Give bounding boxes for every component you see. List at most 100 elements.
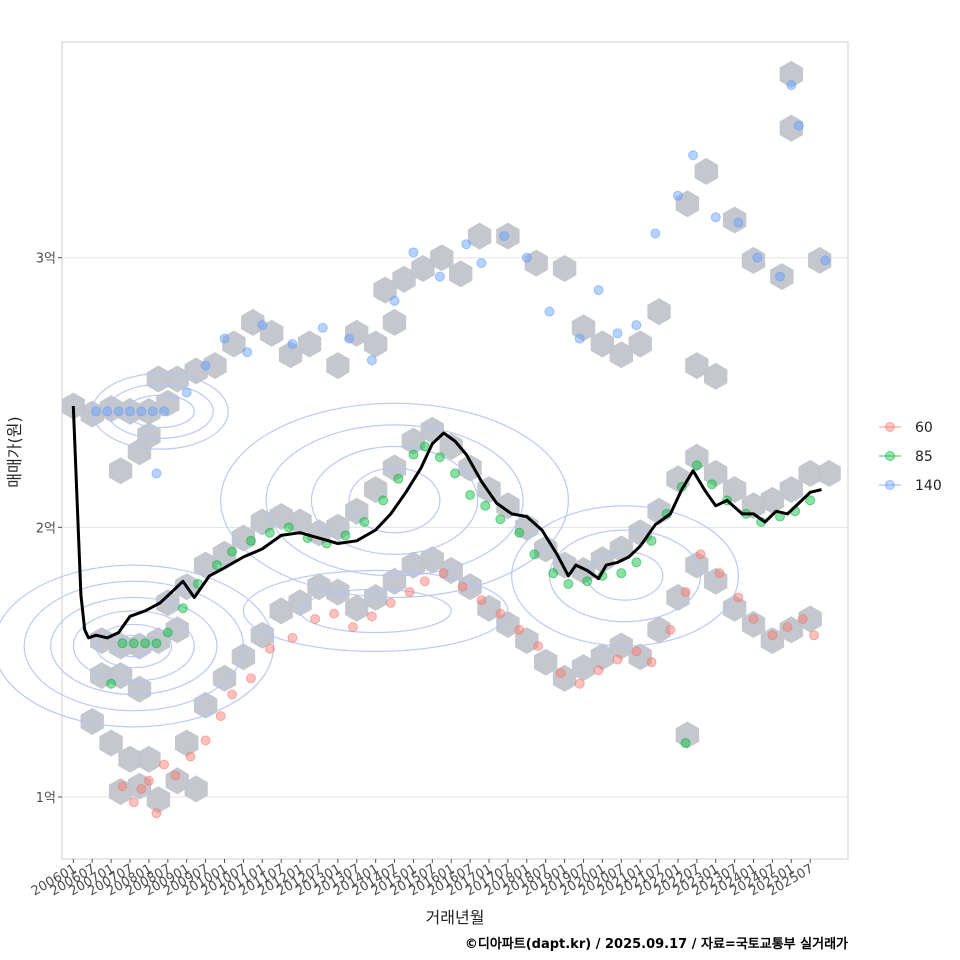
hexbin <box>326 513 350 541</box>
data-point <box>245 535 256 546</box>
data-point <box>563 578 574 589</box>
data-point <box>245 673 256 684</box>
hexbin <box>704 362 728 390</box>
y-tick-label: 3억 <box>36 252 56 267</box>
data-point <box>465 489 476 500</box>
data-point <box>219 333 230 344</box>
hexbin <box>137 745 161 773</box>
density-contour <box>72 610 195 682</box>
hexbin <box>108 632 133 660</box>
hexbin <box>373 276 397 304</box>
hexbin <box>694 157 718 185</box>
data-point <box>688 150 699 161</box>
hexbin <box>269 597 293 625</box>
density-contour <box>511 505 740 647</box>
hexbin <box>165 365 189 393</box>
hexbin <box>552 664 577 692</box>
data-point <box>786 80 797 91</box>
series-60 <box>117 549 819 819</box>
density-contour-layer <box>0 373 740 728</box>
hexbin <box>477 594 501 622</box>
density-contour <box>125 394 195 429</box>
data-point <box>211 560 222 571</box>
hexbin <box>118 397 142 425</box>
hexbin <box>382 567 407 595</box>
hexbin <box>297 330 322 358</box>
data-point <box>128 797 139 808</box>
data-point <box>257 320 268 331</box>
hexbin <box>108 457 133 485</box>
hexbin <box>231 643 256 671</box>
data-point <box>310 614 321 625</box>
data-point <box>695 549 706 560</box>
data-point <box>631 320 642 331</box>
hexbin <box>392 265 416 293</box>
y-tick-label: 1억 <box>36 791 56 806</box>
hexbin <box>449 260 473 288</box>
hexbin <box>241 308 265 336</box>
data-point <box>366 355 377 366</box>
hexbin <box>590 546 615 574</box>
data-point <box>117 638 128 649</box>
hexbin <box>496 222 520 250</box>
data-point <box>140 638 151 649</box>
data-point <box>136 406 147 417</box>
hexbin <box>326 352 350 380</box>
hexbin <box>260 319 284 347</box>
hexbin <box>685 443 709 471</box>
data-point <box>767 630 778 641</box>
density-contour <box>50 596 218 696</box>
data-point <box>665 624 676 635</box>
hexbin <box>108 662 133 690</box>
density-contour <box>299 588 452 634</box>
density-contour <box>106 383 214 439</box>
data-point <box>264 527 275 538</box>
axes: 1억2억3억2006012006072007012007072008012008… <box>29 252 816 900</box>
hexbin <box>146 365 171 393</box>
data-point <box>378 495 389 506</box>
data-point <box>612 328 623 339</box>
hexbin <box>137 422 161 450</box>
legend-key-point <box>885 422 895 432</box>
data-point <box>434 271 445 282</box>
data-point <box>461 239 472 250</box>
data-point <box>476 595 487 606</box>
data-point <box>650 228 661 239</box>
density-contour <box>310 445 479 555</box>
data-point <box>820 255 831 266</box>
legend-item-85: 85 <box>879 449 933 465</box>
data-point <box>102 406 113 417</box>
hexbin <box>675 190 700 218</box>
hexbin <box>817 459 841 487</box>
data-point <box>170 770 181 781</box>
hexbin <box>411 255 435 282</box>
data-point <box>450 468 460 479</box>
data-point <box>593 665 604 676</box>
data-point <box>680 738 691 749</box>
data-point <box>495 514 506 525</box>
data-point <box>612 654 623 665</box>
legend-label: 85 <box>915 449 933 465</box>
data-point <box>385 597 396 608</box>
legend-key-point <box>885 480 895 490</box>
data-point <box>185 751 196 762</box>
density-contour <box>265 424 524 577</box>
hexbin <box>212 664 237 692</box>
legend-key-point <box>885 451 895 461</box>
data-point <box>480 500 491 511</box>
data-point <box>147 406 158 417</box>
data-point <box>143 775 154 786</box>
data-point <box>329 608 340 619</box>
data-point <box>793 120 804 131</box>
hexbin <box>137 397 161 425</box>
data-point <box>733 592 744 603</box>
hexbin <box>590 330 615 358</box>
data-point <box>159 406 170 417</box>
hexbin <box>590 643 615 671</box>
data-point <box>521 252 532 263</box>
hexbin <box>647 616 671 644</box>
data-point <box>151 468 162 479</box>
hexbin <box>118 745 142 773</box>
hexbin <box>496 492 520 520</box>
hexbin <box>175 729 199 757</box>
